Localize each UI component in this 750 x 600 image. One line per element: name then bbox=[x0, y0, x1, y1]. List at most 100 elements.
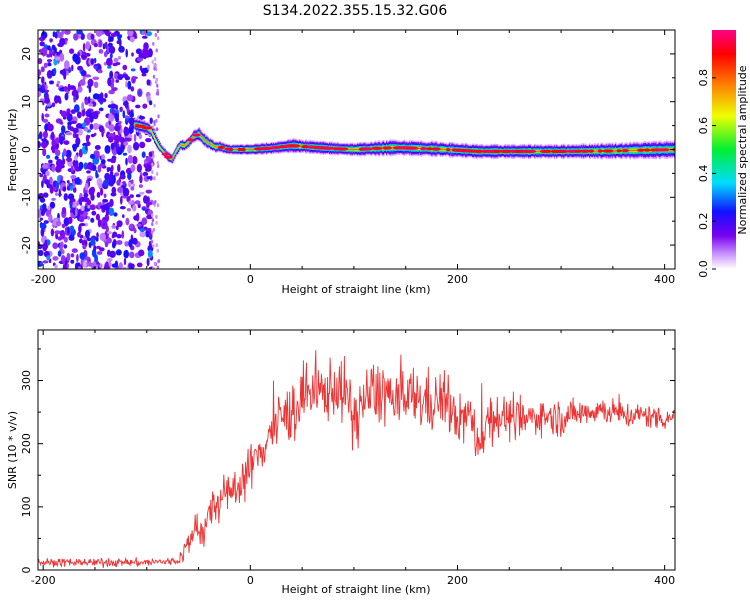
snr-frame bbox=[37, 329, 676, 571]
track-band bbox=[175, 150, 178, 152]
track-band bbox=[349, 148, 352, 150]
track-peak bbox=[228, 147, 234, 152]
noise-blob bbox=[49, 38, 53, 43]
track-band bbox=[203, 139, 206, 141]
noise-blob bbox=[52, 31, 56, 38]
track-band bbox=[174, 152, 177, 154]
track-peak bbox=[141, 126, 152, 130]
noise-blob bbox=[124, 115, 130, 119]
noise-blob bbox=[42, 242, 48, 252]
noise-blob bbox=[110, 32, 117, 38]
noise-blob bbox=[121, 73, 129, 78]
noise-blob bbox=[138, 91, 141, 95]
noise-blob bbox=[116, 220, 123, 228]
noise-blob bbox=[141, 217, 148, 225]
y-tick-label: 100 bbox=[20, 496, 33, 517]
noise-blob bbox=[151, 162, 154, 167]
noise-blob bbox=[151, 218, 155, 223]
colorbar-gradient bbox=[712, 30, 736, 269]
noise-blob bbox=[38, 209, 42, 218]
noise-blob bbox=[128, 127, 134, 134]
noise-blob bbox=[104, 172, 111, 181]
noise-blob bbox=[41, 138, 47, 142]
y-tick-label: 20 bbox=[20, 47, 33, 61]
noise-blob bbox=[127, 154, 134, 164]
noise-blob bbox=[79, 200, 83, 206]
track-peak bbox=[474, 149, 485, 153]
noise-blob bbox=[152, 201, 156, 206]
noise-blob bbox=[74, 162, 78, 171]
noise-blob bbox=[128, 263, 134, 269]
noise-blob bbox=[145, 138, 152, 143]
noise-blob bbox=[93, 245, 97, 252]
track-band bbox=[418, 147, 420, 150]
noise-blob bbox=[151, 150, 155, 155]
noise-blob bbox=[118, 262, 123, 269]
track-band bbox=[538, 150, 540, 153]
noise-blob bbox=[95, 169, 98, 179]
noise-blob bbox=[141, 73, 147, 77]
noise-blob bbox=[96, 261, 100, 265]
track-band bbox=[354, 148, 357, 151]
noise-blob bbox=[99, 263, 103, 269]
noise-blob bbox=[152, 74, 156, 79]
noise-blob bbox=[77, 128, 83, 136]
noise-blob bbox=[121, 230, 125, 239]
track-peak bbox=[597, 149, 604, 153]
track-band bbox=[161, 148, 163, 151]
y-tick-label: -20 bbox=[20, 236, 33, 254]
track-band bbox=[251, 148, 254, 150]
noise-blob bbox=[135, 48, 142, 55]
noise-blob bbox=[85, 41, 91, 50]
track-band bbox=[613, 150, 616, 152]
noise-blob bbox=[82, 244, 87, 250]
noise-blob bbox=[88, 103, 94, 107]
noise-blob bbox=[145, 156, 152, 163]
noise-blob bbox=[127, 80, 132, 90]
track-peak bbox=[291, 144, 301, 148]
noise-blob bbox=[90, 133, 96, 137]
track-band bbox=[347, 148, 350, 150]
track-band bbox=[185, 144, 187, 146]
noise-blob bbox=[127, 144, 132, 154]
noise-blob bbox=[87, 96, 91, 104]
track-band bbox=[614, 150, 617, 152]
noise-blob bbox=[120, 195, 123, 205]
track-band bbox=[205, 140, 208, 143]
noise-blob bbox=[78, 224, 82, 234]
noise-blob bbox=[46, 255, 51, 261]
noise-blob bbox=[41, 31, 48, 39]
noise-blob bbox=[72, 53, 79, 62]
noise-blob bbox=[62, 116, 67, 120]
track-band bbox=[216, 146, 218, 148]
noise-blob bbox=[152, 154, 155, 158]
noise-blob bbox=[96, 232, 99, 239]
noise-blob bbox=[83, 260, 87, 268]
noise-blob bbox=[114, 260, 119, 268]
noise-blob bbox=[90, 237, 96, 246]
noise-blob bbox=[155, 48, 158, 53]
noise-blob bbox=[70, 165, 74, 173]
track-peak bbox=[164, 155, 173, 159]
noise-blob bbox=[103, 264, 110, 269]
noise-blob bbox=[135, 104, 141, 109]
noise-blob bbox=[53, 59, 58, 66]
track-band bbox=[350, 148, 353, 150]
track-band bbox=[213, 145, 215, 147]
noise-blob bbox=[156, 203, 160, 208]
track-band bbox=[173, 154, 176, 156]
noise-blob bbox=[38, 249, 44, 257]
noise-blob bbox=[57, 250, 62, 257]
track-peak bbox=[192, 133, 201, 137]
noise-blob bbox=[67, 226, 70, 235]
noise-blob bbox=[73, 95, 77, 103]
noise-blob bbox=[69, 202, 73, 209]
noise-blob bbox=[122, 187, 130, 197]
noise-blob bbox=[50, 145, 56, 152]
noise-blob bbox=[83, 211, 89, 216]
track-band bbox=[595, 150, 597, 152]
noise-blob bbox=[111, 240, 116, 249]
track-band bbox=[348, 148, 351, 150]
noise-blob bbox=[115, 79, 119, 83]
